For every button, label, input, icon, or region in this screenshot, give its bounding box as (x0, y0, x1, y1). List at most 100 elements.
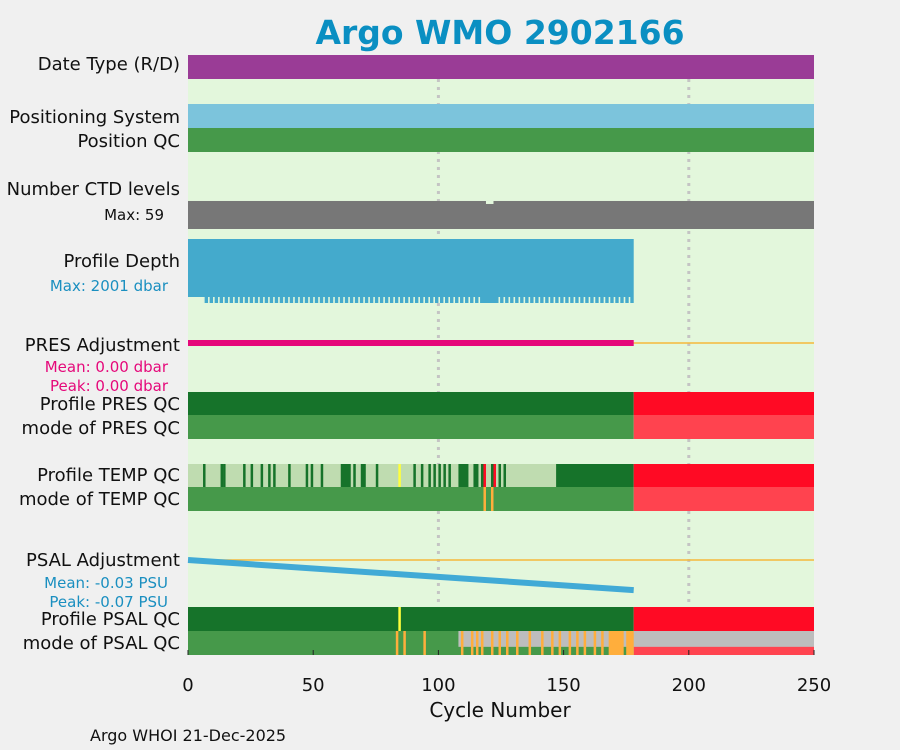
profile-depth-gap (573, 297, 576, 303)
profile-depth-gap (348, 297, 350, 303)
psal-mean-label: Mean: -0.03 PSU (44, 574, 168, 592)
profile-temp-qc-mark (288, 464, 291, 487)
profile-temp-qc-mark (360, 464, 366, 487)
profile-depth-gap (278, 297, 280, 303)
plot-area (188, 55, 814, 655)
profile-depth-gap (228, 297, 230, 303)
profile-temp-qc-mark (498, 464, 501, 487)
x-tick-label: 0 (182, 675, 193, 696)
footer-credit: Argo WHOI 21-Dec-2025 (90, 726, 286, 745)
mode-psal-qc-mark (470, 631, 474, 655)
profile-temp-qc-mark (420, 464, 424, 487)
profile-depth-gap (473, 297, 476, 303)
pres-mean-label: Mean: 0.00 dbar (45, 358, 169, 376)
mode-temp-qc-segment (633, 487, 814, 511)
x-axis: 0 50 100 150 200 250 (182, 650, 831, 696)
mode-psal-qc-mark (551, 631, 554, 655)
profile-depth-gap (528, 297, 531, 303)
profile-depth-gap (598, 297, 601, 303)
profile-depth-gap (448, 297, 451, 303)
profile-depth-gap (373, 297, 375, 303)
profile-depth-gap (258, 297, 260, 303)
profile-pres-qc-segment (188, 392, 634, 415)
profile-temp-qc-mark (443, 464, 446, 487)
profile-depth-gap (263, 297, 265, 303)
mode-psal-qc-mark (403, 631, 406, 655)
profile-psal-qc-mark (398, 607, 401, 631)
pres-peak-label: Peak: 0.00 dbar (50, 377, 169, 395)
profile-temp-qc-mark (413, 464, 416, 487)
profile-temp-qc-mark (353, 464, 356, 487)
profile-depth-gap (623, 297, 626, 303)
ctd-levels-dip (485, 200, 494, 204)
profile-temp-qc-mark (433, 464, 436, 487)
x-tick-label: 200 (672, 675, 706, 696)
profile-depth-gap (438, 297, 440, 303)
mode-psal-qc-mark (475, 631, 479, 655)
profile-depth-gap (358, 297, 360, 303)
profile-depth-gap (308, 297, 310, 303)
mode-psal-qc-mark (626, 631, 634, 655)
profile-temp-qc-segment (633, 464, 814, 487)
label-profile-depth: Profile Depth (63, 251, 180, 272)
profile-depth-gap (368, 297, 370, 303)
profile-depth-gap (188, 297, 204, 303)
profile-psal-qc-segment (633, 607, 814, 631)
profile-temp-qc-mark (483, 464, 486, 487)
profile-depth-gap (283, 297, 285, 303)
profile-depth-gap (203, 297, 205, 303)
x-tick-label: 250 (797, 675, 831, 696)
profile-temp-qc-mark (398, 464, 401, 487)
profile-depth-gap (428, 297, 430, 303)
mode-psal-qc-mark (395, 631, 399, 655)
profile-temp-qc-mark (473, 464, 479, 487)
profile-temp-qc-mark (203, 464, 206, 487)
profile-depth-gap (213, 297, 215, 303)
profile-depth-gap (293, 297, 295, 303)
profile-depth-gap (333, 297, 335, 303)
x-tick-label: 50 (302, 675, 325, 696)
profile-depth-gap (353, 297, 355, 303)
profile-temp-qc-mark (223, 464, 226, 487)
profile-depth-gap (273, 297, 275, 303)
profile-depth-gap (413, 297, 415, 303)
profile-depth-gap (498, 297, 501, 303)
profile-depth-gap (503, 297, 506, 303)
mode-pres-qc-segment (633, 415, 814, 439)
profile-depth-gap (248, 297, 250, 303)
psal-peak-label: Peak: -0.07 PSU (49, 593, 168, 611)
profile-temp-qc-mark (340, 464, 351, 487)
profile-depth-gap (578, 297, 581, 303)
mode-psal-qc-mark (601, 631, 604, 655)
mode-temp-qc-mark (490, 487, 494, 511)
profile-depth-gap (563, 297, 566, 303)
profile-depth-gap (238, 297, 240, 303)
profile-depth-gap (553, 297, 556, 303)
profile-depth-gap (408, 297, 410, 303)
profile-depth-gap (593, 297, 596, 303)
profile-depth-gap (458, 297, 461, 303)
profile-depth-gap (423, 297, 425, 303)
profile-depth-bar (188, 239, 634, 303)
profile-depth-gap (523, 297, 526, 303)
mode-psal-qc-mark (583, 631, 587, 655)
label-psal-adjustment: PSAL Adjustment (26, 550, 180, 571)
profile-depth-gap (543, 297, 546, 303)
profile-temp-qc-mark (458, 464, 469, 487)
profile-depth-gap (628, 297, 631, 303)
profile-depth-gap (208, 297, 210, 303)
profile-temp-qc-mark (480, 464, 484, 487)
profile-psal-qc-segment (188, 607, 634, 631)
depth-max-label: Max: 2001 dbar (50, 277, 169, 295)
profile-depth-gap (468, 297, 471, 303)
x-tick-label: 150 (546, 675, 580, 696)
mode-psal-qc-mark (490, 631, 494, 655)
profile-depth-gap (433, 297, 435, 303)
mode-temp-qc-mark (483, 487, 486, 511)
position-qc-segment (188, 128, 814, 152)
profile-temp-qc-mark (375, 464, 379, 487)
profile-depth-gap (313, 297, 315, 303)
mode-temp-qc-segment (188, 487, 634, 511)
mode-psal-qc-mark (528, 631, 532, 655)
